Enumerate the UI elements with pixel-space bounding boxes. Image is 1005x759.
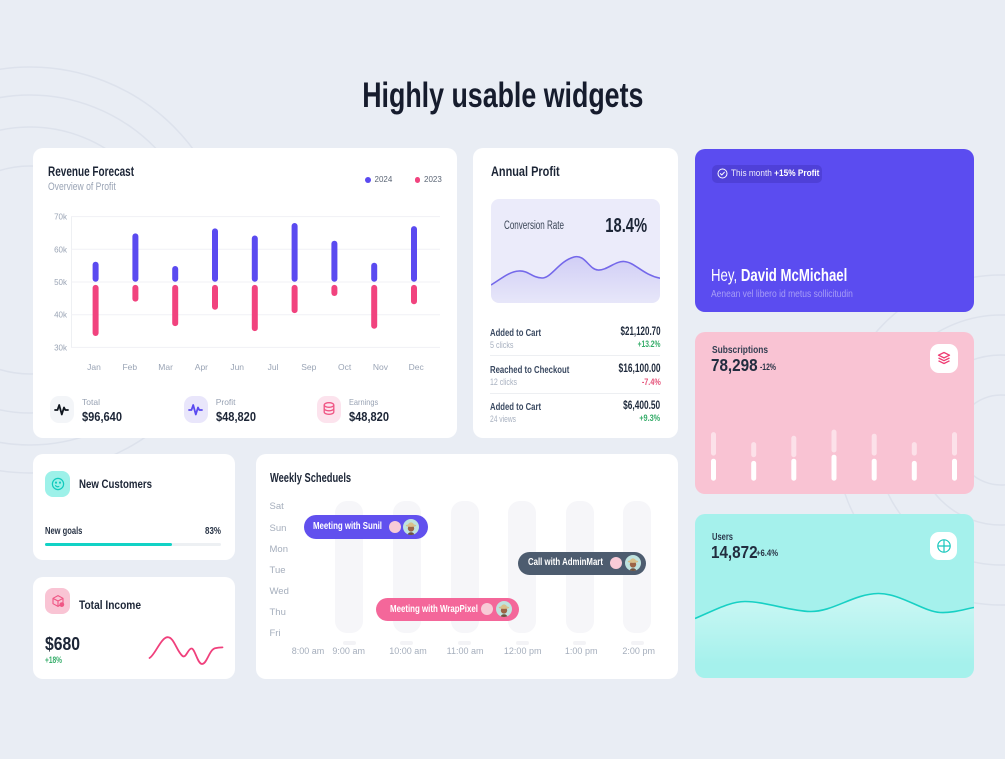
svg-text:Jan: Jan xyxy=(87,362,101,372)
svg-text:Jul: Jul xyxy=(268,362,279,372)
svg-text:50k: 50k xyxy=(54,278,68,287)
svg-text:Dec: Dec xyxy=(409,362,425,372)
svg-text:40k: 40k xyxy=(54,311,68,320)
svg-text:Sep: Sep xyxy=(301,362,316,372)
svg-text:Oct: Oct xyxy=(338,362,352,372)
svg-text:Mar: Mar xyxy=(158,362,173,372)
svg-text:Apr: Apr xyxy=(195,362,208,372)
svg-text:30k: 30k xyxy=(54,343,68,352)
svg-text:Jun: Jun xyxy=(230,362,244,372)
svg-text:Nov: Nov xyxy=(373,362,389,372)
svg-text:60k: 60k xyxy=(54,245,68,254)
svg-text:70k: 70k xyxy=(54,213,68,222)
svg-text:Feb: Feb xyxy=(122,362,137,372)
